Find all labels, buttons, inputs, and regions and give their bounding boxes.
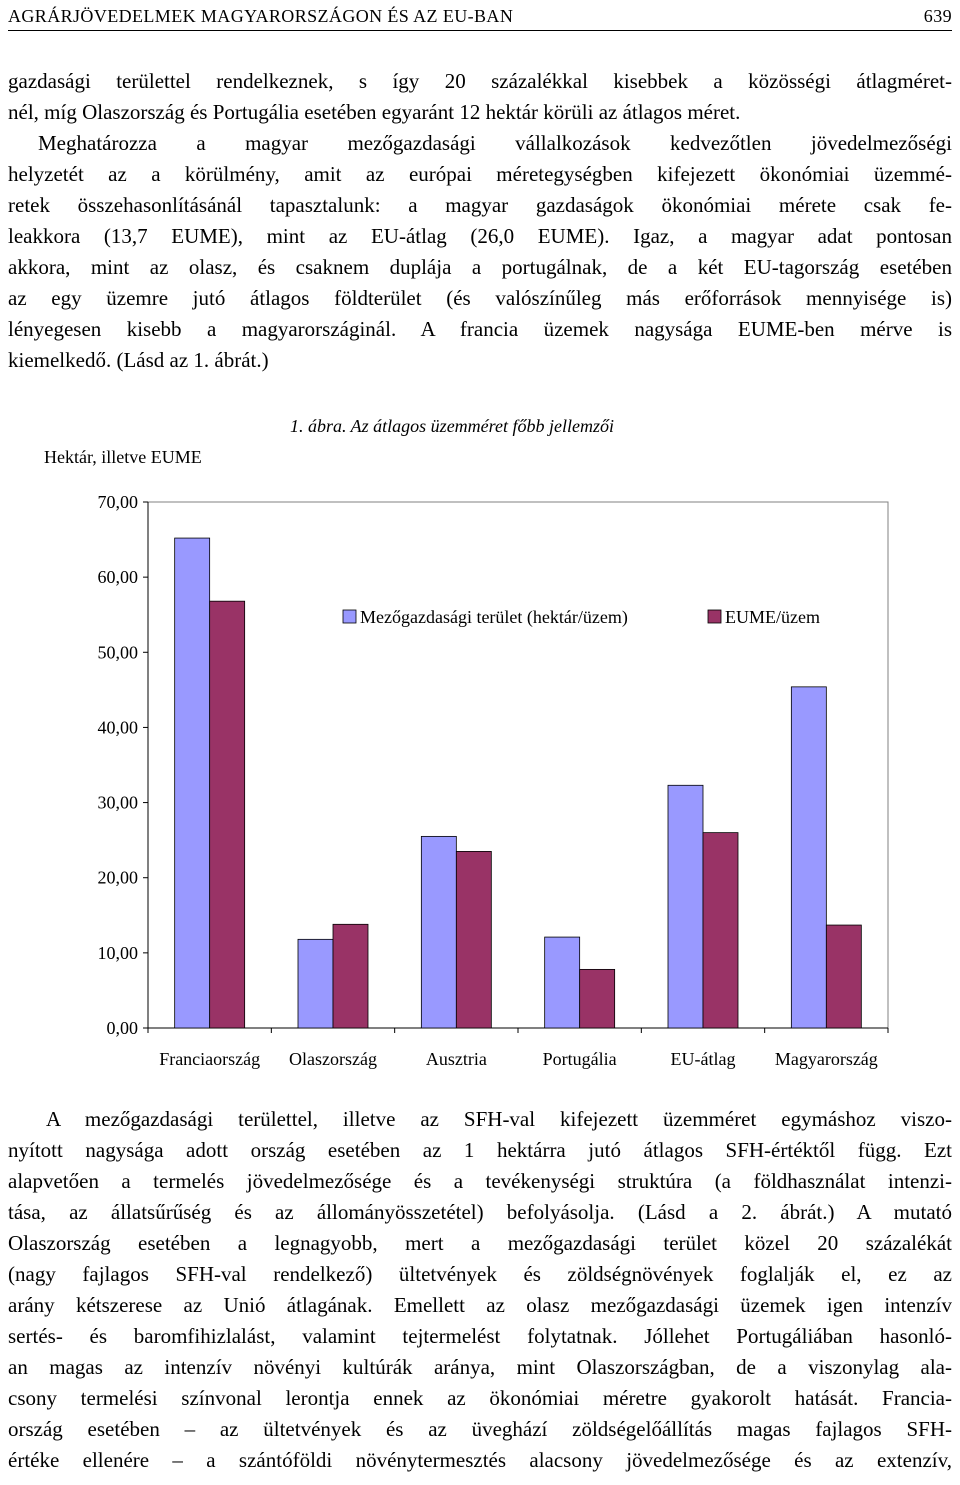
y-tick-label: 60,00 [98, 567, 139, 587]
legend-label: Mezőgazdasági terület (hektár/üzem) [360, 607, 628, 628]
paragraph-2: A mezőgazdasági területtel, illetve az S… [8, 1104, 952, 1476]
bar [790, 686, 827, 1029]
bar-chart: 0,00 10,00 20,00 30,00 40,00 50,00 60,00 70,00 F… [98, 492, 889, 1069]
text-line: gazdasági területtel rendelkeznek, s így… [8, 69, 952, 93]
text-line: ország esetében – az ültetvények és az ü… [8, 1417, 952, 1441]
x-tick-label: Magyarország [775, 1049, 878, 1069]
bar [420, 835, 457, 1029]
bar [544, 936, 581, 1029]
text-line: lényegesen kisebb a magyarországinál. A … [8, 317, 952, 341]
legend-swatch [342, 609, 357, 624]
running-header: AGRÁRJÖVEDELMEK MAGYARORSZÁGON ÉS AZ EU-… [8, 6, 952, 31]
text-line: helyzetét az a körülmény, amit az európa… [8, 162, 952, 186]
bar [667, 784, 704, 1029]
text-line: nél, míg Olaszország és Portugália eseté… [8, 100, 741, 124]
bar [209, 600, 246, 1029]
bar [332, 923, 369, 1029]
x-tick-label: EU-átlag [671, 1049, 736, 1069]
running-title: AGRÁRJÖVEDELMEK MAGYARORSZÁGON ÉS AZ EU-… [8, 6, 514, 26]
text-line: Olaszország esetében a legnagyobb, mert … [8, 1231, 952, 1255]
text-line: (nagy fajlagos SFH-val rendelkező) ültet… [8, 1262, 952, 1286]
x-tick-label: Ausztria [426, 1049, 487, 1069]
text-line: retek összehasonlításánál tapasztalunk: … [8, 193, 952, 217]
bar [455, 851, 492, 1029]
y-tick-label: 10,00 [98, 943, 139, 963]
y-tick-label: 20,00 [98, 868, 139, 888]
text-line: tása, az állatsűrűség és az állományössz… [8, 1200, 952, 1224]
text-line: sertés- és baromfihizlalást, valamint te… [8, 1324, 952, 1348]
text-line: értéke ellenére – a szántóföldi növényte… [8, 1448, 952, 1472]
text-line: kiemelkedő. (Lásd az 1. ábrát.) [8, 348, 269, 372]
x-tick-label: Franciaország [159, 1049, 260, 1069]
page-number: 639 [923, 6, 952, 26]
y-tick-label: 30,00 [98, 793, 139, 813]
x-tick-label: Olaszország [289, 1049, 377, 1069]
bar [702, 832, 739, 1029]
y-tick-label: 0,00 [107, 1018, 139, 1038]
text-line: leakkora (13,7 EUME), mint az EU-átlag (… [8, 224, 952, 248]
figure-caption: 1. ábra. Az átlagos üzemméret főbb jelle… [290, 416, 614, 436]
text-line: Meghatározza a magyar mezőgazdasági váll… [38, 131, 952, 155]
text-line: arány kétszerese az Unió átlagának. Emel… [8, 1293, 952, 1317]
y-axis-title: Hektár, illetve EUME [44, 447, 202, 467]
x-tick-label: Portugália [543, 1049, 617, 1069]
bar [579, 968, 616, 1029]
legend-swatch [707, 609, 722, 624]
bar [297, 938, 334, 1029]
text-line: an magas az intenzív növényi kultúrák ar… [8, 1355, 952, 1379]
bar [825, 924, 862, 1029]
text-line: alapvetően a termelés jövedelmezősége és… [8, 1169, 952, 1193]
text-line: A mezőgazdasági területtel, illetve az S… [46, 1107, 952, 1131]
y-tick-label: 70,00 [98, 492, 139, 512]
y-tick-label: 50,00 [98, 642, 139, 662]
y-tick-label: 40,00 [98, 717, 139, 737]
text-line: csony termelési színvonal lerontja ennek… [8, 1386, 952, 1410]
legend-label: EUME/üzem [725, 607, 820, 627]
text-line: az egy üzemre jutó átlagos földterület (… [8, 286, 952, 310]
text-line: nyított nagysága adott ország esetében a… [8, 1138, 952, 1162]
paragraph-1: gazdasági területtel rendelkeznek, s így… [8, 66, 952, 376]
bar [174, 537, 211, 1029]
text-line: akkora, mint az olasz, és csaknem dupláj… [8, 255, 952, 279]
plot-area [147, 501, 889, 1029]
